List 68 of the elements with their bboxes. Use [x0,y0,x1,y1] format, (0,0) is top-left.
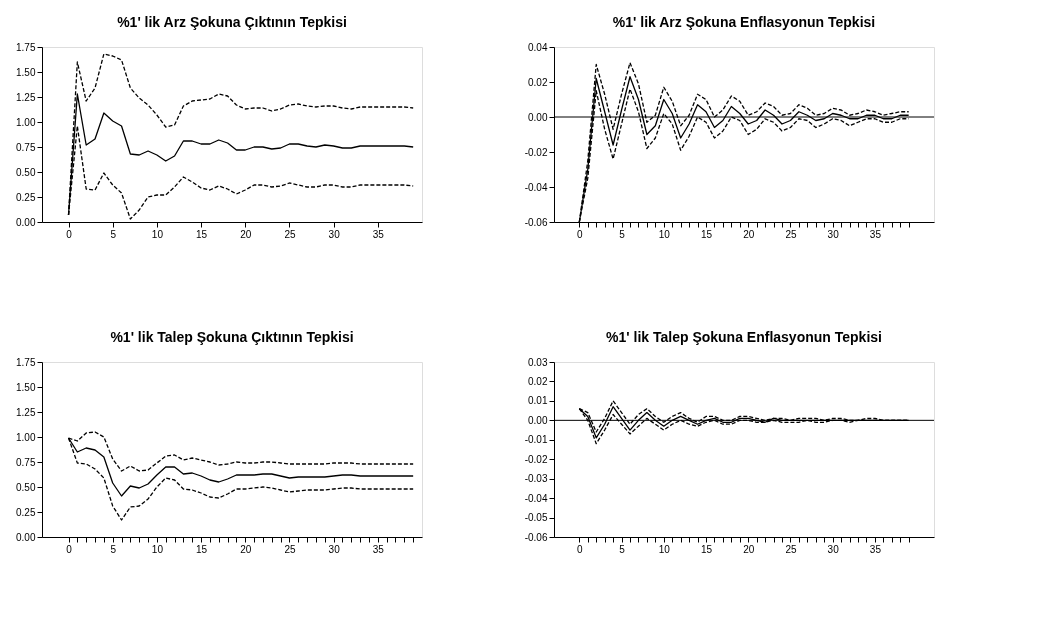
y-tick-label: 0.75 [16,141,36,153]
y-tick-label: -0.05 [524,512,548,524]
x-tick-label: 20 [240,543,252,555]
chart-title: %1' lik Talep Şokuna Enflasyonun Tepkisi [606,329,882,345]
y-tick-label: -0.01 [524,434,548,446]
x-tick-label: 30 [827,543,840,555]
x-tick-label: 15 [700,228,713,240]
y-tick-label: -0.04 [524,492,548,504]
x-tick-label: 25 [284,543,296,555]
x-tick-label: 5 [110,543,117,555]
y-tick-label: 0.75 [16,456,36,468]
y-tick-label: 0.00 [528,414,548,426]
x-tick-label: 30 [328,228,341,240]
x-tick-label: 30 [827,228,840,240]
x-tick-label: 35 [372,543,385,555]
x-tick-label: 20 [743,543,755,555]
y-tick-label: 0.25 [16,506,36,518]
y-tick-label: 0.50 [16,166,36,178]
x-tick-label: 10 [658,543,671,555]
x-tick-label: 25 [785,543,797,555]
x-tick-label: 5 [619,543,626,555]
x-tick-label: 15 [700,543,713,555]
y-tick-label: -0.04 [524,181,548,193]
y-tick-label: 0.25 [16,191,36,203]
y-tick-label: 0.00 [16,531,36,543]
y-tick-label: 1.50 [16,381,36,393]
x-tick-label: 0 [577,543,584,555]
y-tick-label: 0.04 [528,41,548,53]
x-tick-label: 15 [196,228,208,240]
y-tick-label: 1.00 [16,431,36,443]
y-tick-label: 1.75 [16,356,36,368]
y-tick-label: 0.00 [528,111,548,123]
y-tick-label: -0.06 [524,531,548,543]
x-tick-label: 0 [66,543,73,555]
x-tick-label: 0 [577,228,584,240]
x-tick-label: 35 [372,228,385,240]
y-tick-label: 1.25 [16,91,36,103]
x-tick-label: 10 [151,543,164,555]
x-tick-label: 10 [658,228,671,240]
y-tick-label: -0.03 [524,473,548,485]
y-tick-label: 0.01 [528,395,548,407]
y-tick-label: -0.06 [524,216,548,228]
x-tick-label: 10 [151,228,164,240]
y-tick-label: 0.02 [528,76,548,88]
x-tick-label: 5 [110,228,117,240]
x-tick-label: 15 [196,543,208,555]
x-tick-label: 20 [743,228,755,240]
x-tick-label: 25 [785,228,797,240]
y-tick-label: -0.02 [524,146,548,158]
y-tick-label: 1.50 [16,66,36,78]
y-tick-label: 0.02 [528,375,548,387]
x-tick-label: 0 [66,228,73,240]
y-tick-label: 0.03 [528,356,548,368]
y-tick-label: 1.00 [16,116,36,128]
chart-title: %1' lik Arz Şokuna Enflasyonun Tepkisi [612,14,876,30]
chart-title: %1' lik Arz Şokuna Çıktının Tepkisi [117,14,347,30]
x-tick-label: 35 [869,543,882,555]
y-tick-label: 1.25 [16,406,36,418]
x-tick-label: 30 [328,543,341,555]
x-tick-label: 25 [284,228,296,240]
y-tick-label: -0.02 [524,453,548,465]
chart-title: %1' lik Talep Şokuna Çıktının Tepkisi [110,329,354,345]
x-tick-label: 35 [869,228,882,240]
y-tick-label: 0.00 [16,216,36,228]
x-tick-label: 20 [240,228,252,240]
y-tick-label: 0.50 [16,481,36,493]
x-tick-label: 5 [619,228,626,240]
y-tick-label: 1.75 [16,41,36,53]
